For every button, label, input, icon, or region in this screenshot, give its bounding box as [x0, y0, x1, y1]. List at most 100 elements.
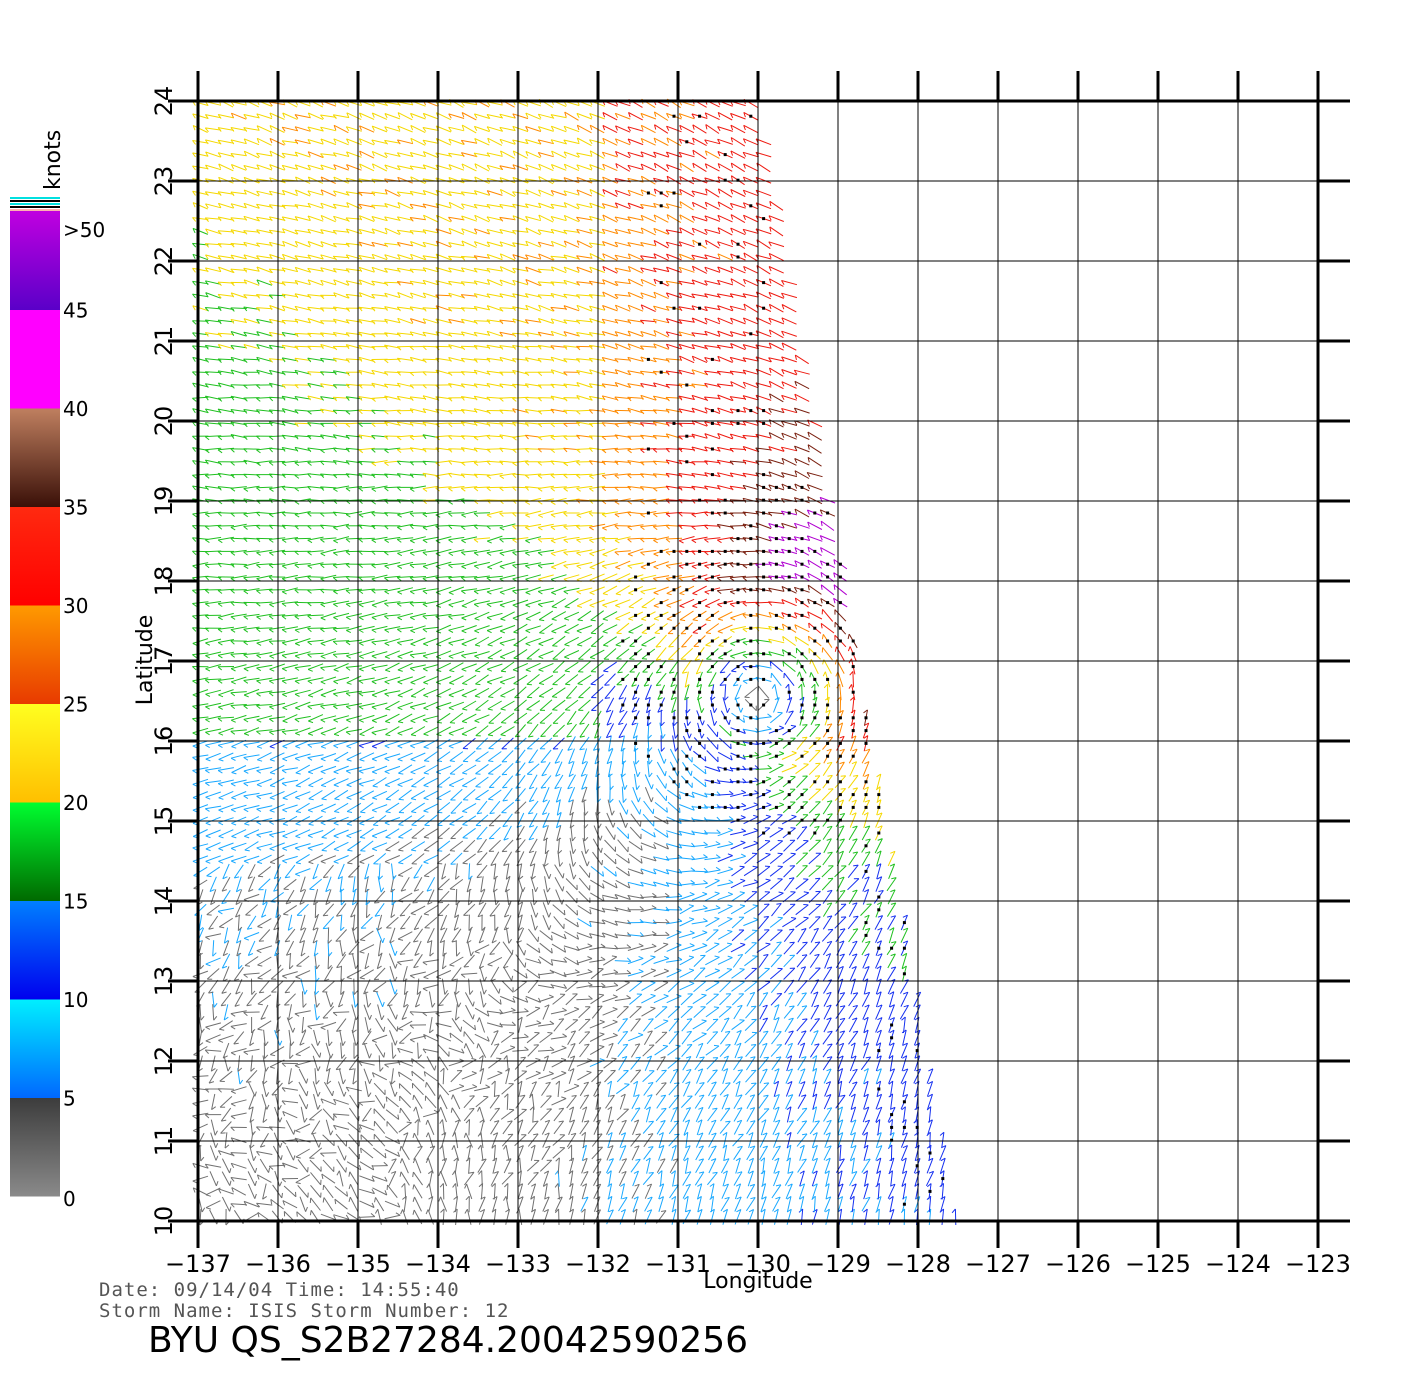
- wind-vector: [284, 993, 296, 1006]
- wind-vector: [461, 663, 477, 670]
- wind-vector: [425, 1095, 437, 1109]
- wind-vector: [384, 753, 401, 759]
- wind-vector-barb: [876, 1042, 881, 1047]
- wind-vector-barb: [217, 744, 223, 749]
- wind-vector-barb: [685, 1081, 691, 1085]
- wind-vector: [615, 981, 630, 992]
- wind-vector: [823, 1120, 832, 1135]
- wind-vector: [705, 956, 720, 966]
- wind-vector: [247, 1081, 256, 1097]
- wind-vector: [233, 1031, 245, 1045]
- wind-vector-barb: [422, 719, 428, 723]
- wind-vector: [542, 1132, 550, 1148]
- wind-vector-barb: [256, 654, 262, 659]
- wind-vector-barb: [448, 655, 454, 659]
- wind-vector-barb: [698, 1106, 704, 1110]
- wind-vector-barb: [774, 1004, 780, 1008]
- wind-vector-barb: [839, 1030, 845, 1033]
- wind-vector-barb: [826, 1004, 832, 1008]
- wind-vector: [861, 992, 871, 1007]
- wind-vector: [603, 852, 617, 865]
- wind-vector-barb: [360, 1147, 362, 1153]
- wind-vector-barb: [436, 976, 442, 980]
- wind-vector-barb: [551, 948, 553, 954]
- wind-vector: [632, 1170, 639, 1187]
- wind-vector: [771, 672, 782, 687]
- wind-vector-barb: [440, 1067, 445, 1073]
- wind-vector-barb: [343, 1091, 347, 1097]
- wind-vector: [694, 1056, 705, 1071]
- wind-vector-barb: [725, 1030, 731, 1033]
- wind-vector: [270, 1199, 284, 1210]
- wind-vector-barb: [256, 1151, 260, 1156]
- wind-vector: [592, 838, 602, 854]
- wind-vector-barb: [218, 694, 224, 698]
- wind-vector-barb: [383, 1052, 386, 1058]
- wind-vector-barb: [320, 1027, 326, 1031]
- wind-vector: [192, 652, 209, 656]
- wind-vector: [513, 674, 528, 685]
- wind-vector: [744, 1032, 758, 1044]
- wind-vector-barb: [394, 989, 398, 995]
- wind-vector: [825, 1183, 830, 1200]
- wind-vector-barb: [531, 1183, 536, 1187]
- wind-vector-barb: [320, 810, 327, 813]
- wind-vector-barb: [281, 1062, 286, 1068]
- wind-vector-barb: [687, 721, 692, 726]
- wind-vector: [205, 791, 221, 798]
- wind-vector-barb: [850, 1132, 856, 1136]
- wind-vector-barb: [404, 990, 409, 995]
- wind-vector-barb: [826, 1145, 832, 1149]
- wind-vector-barb: [462, 772, 468, 775]
- wind-vector: [359, 790, 375, 799]
- wind-vector: [848, 953, 858, 969]
- colorbar-label: 10: [63, 988, 88, 1012]
- wind-vector: [336, 1158, 347, 1173]
- wind-vector: [875, 1030, 882, 1046]
- wind-vector-barb: [208, 991, 214, 994]
- wind-vector: [423, 803, 439, 812]
- wind-vector: [283, 878, 297, 890]
- wind-vector: [630, 1018, 641, 1032]
- wind-vector: [307, 741, 324, 746]
- wind-vector-barb: [877, 1145, 883, 1149]
- wind-vector-barb: [371, 694, 377, 698]
- wind-vector-barb: [875, 1208, 880, 1213]
- wind-vector-barb: [704, 756, 707, 762]
- wind-vector: [795, 763, 809, 775]
- wind-vector: [410, 841, 426, 851]
- wind-vector: [462, 789, 476, 801]
- wind-vector-barb: [647, 1030, 653, 1033]
- wind-vector-barb: [300, 952, 306, 957]
- wind-vector-barb: [548, 873, 552, 879]
- wind-vector: [358, 740, 375, 747]
- wind-vector: [538, 687, 554, 697]
- wind-vector: [787, 1145, 792, 1161]
- wind-vector: [515, 775, 526, 789]
- wind-vector-barb: [771, 684, 776, 689]
- wind-vector-barb: [472, 1014, 475, 1020]
- wind-vector-barb: [282, 797, 288, 800]
- wind-vector-barb: [253, 1156, 257, 1161]
- wind-vector: [543, 1055, 549, 1072]
- wind-vector: [488, 687, 502, 698]
- wind-vector-barb: [902, 1042, 908, 1046]
- wind-vector-barb: [449, 888, 456, 890]
- wind-vector-barb: [192, 1076, 197, 1081]
- wind-vector-barb: [304, 989, 308, 995]
- wind-vector-barb: [676, 930, 682, 933]
- wind-vector: [576, 945, 593, 951]
- wind-vector: [708, 1158, 717, 1174]
- wind-vector: [781, 752, 797, 760]
- wind-vector-barb: [494, 1094, 500, 1097]
- wind-vector-barb: [798, 683, 803, 689]
- wind-vector-barb: [775, 1056, 782, 1059]
- wind-vector-barb: [397, 784, 403, 787]
- wind-vector: [769, 840, 784, 852]
- wind-vector-barb: [600, 943, 606, 948]
- wind-vector-barb: [205, 1026, 211, 1030]
- wind-vector-barb: [608, 1145, 614, 1149]
- wind-vector: [358, 1216, 375, 1218]
- wind-vector: [746, 1184, 756, 1199]
